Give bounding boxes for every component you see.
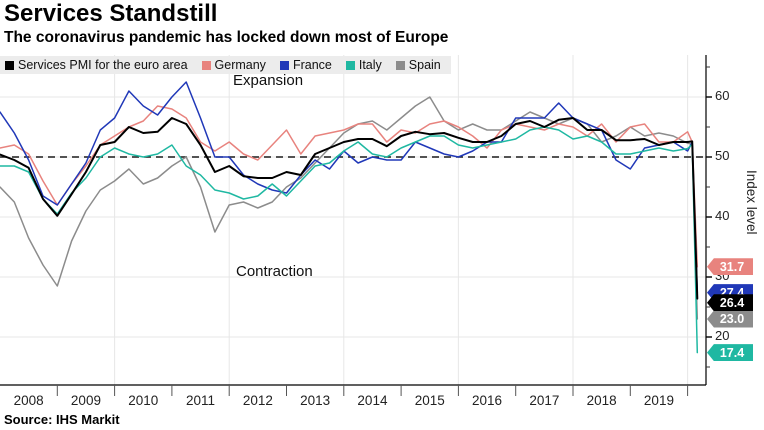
contraction-annotation: Contraction — [236, 263, 313, 280]
legend-swatch-icon — [201, 60, 211, 70]
legend-item-germany: Germany — [201, 58, 266, 72]
legend-swatch-icon — [345, 60, 355, 70]
legend-label: Italy — [358, 58, 382, 72]
end-value-tag-italy: 17.4 — [707, 344, 753, 362]
legend-swatch-icon — [279, 60, 289, 70]
legend-label: France — [292, 58, 332, 72]
y-tick-label-50: 50 — [715, 148, 730, 163]
x-tick-label-2008: 2008 — [13, 393, 44, 408]
series-line-services-pmi-for-the-euro-area — [0, 117, 699, 300]
legend-swatch-icon — [395, 60, 405, 70]
x-tick-label-2019: 2019 — [643, 393, 674, 408]
legend-item-italy: Italy — [345, 58, 382, 72]
legend-label: Services PMI for the euro area — [18, 58, 188, 72]
legend-item-france: France — [279, 58, 332, 72]
series-line-france — [0, 81, 699, 294]
x-tick-label-2012: 2012 — [242, 393, 273, 408]
expansion-annotation: Expansion — [233, 72, 304, 89]
end-value-tag-germany: 31.7 — [707, 258, 753, 276]
end-value-tag-spain: 23.0 — [707, 310, 753, 328]
x-tick-label-2014: 2014 — [357, 393, 388, 408]
x-tick-label-2009: 2009 — [70, 393, 101, 408]
x-tick-label-2016: 2016 — [472, 393, 503, 408]
legend-label: Germany — [214, 58, 266, 72]
source-credit: Source: IHS Markit — [4, 412, 120, 427]
y-tick-label-20: 20 — [715, 328, 730, 343]
legend-label: Spain — [408, 58, 441, 72]
x-tick-label-2010: 2010 — [128, 393, 159, 408]
series-line-italy — [0, 126, 699, 354]
x-tick-label-2015: 2015 — [414, 393, 445, 408]
chart-legend: Services PMI for the euro area Germany Fra… — [0, 56, 451, 74]
x-tick-label-2018: 2018 — [586, 393, 617, 408]
legend-item-services-pmi-for-the-euro-area: Services PMI for the euro area — [5, 58, 188, 72]
end-value-tag-services-pmi-for-the-euro-area: 26.4 — [707, 294, 753, 312]
legend-item-spain: Spain — [395, 58, 441, 72]
x-tick-label-2017: 2017 — [529, 393, 560, 408]
x-tick-label-2011: 2011 — [186, 393, 216, 408]
x-tick-label-2013: 2013 — [300, 393, 331, 408]
page-title: Services Standstill — [4, 0, 218, 27]
legend-swatch-icon — [5, 60, 14, 70]
y-tick-label-60: 60 — [715, 88, 730, 103]
y-axis-title: Index level — [744, 170, 759, 235]
page-subtitle: The coronavirus pandemic has locked down… — [4, 29, 449, 46]
y-tick-label-40: 40 — [715, 208, 730, 223]
